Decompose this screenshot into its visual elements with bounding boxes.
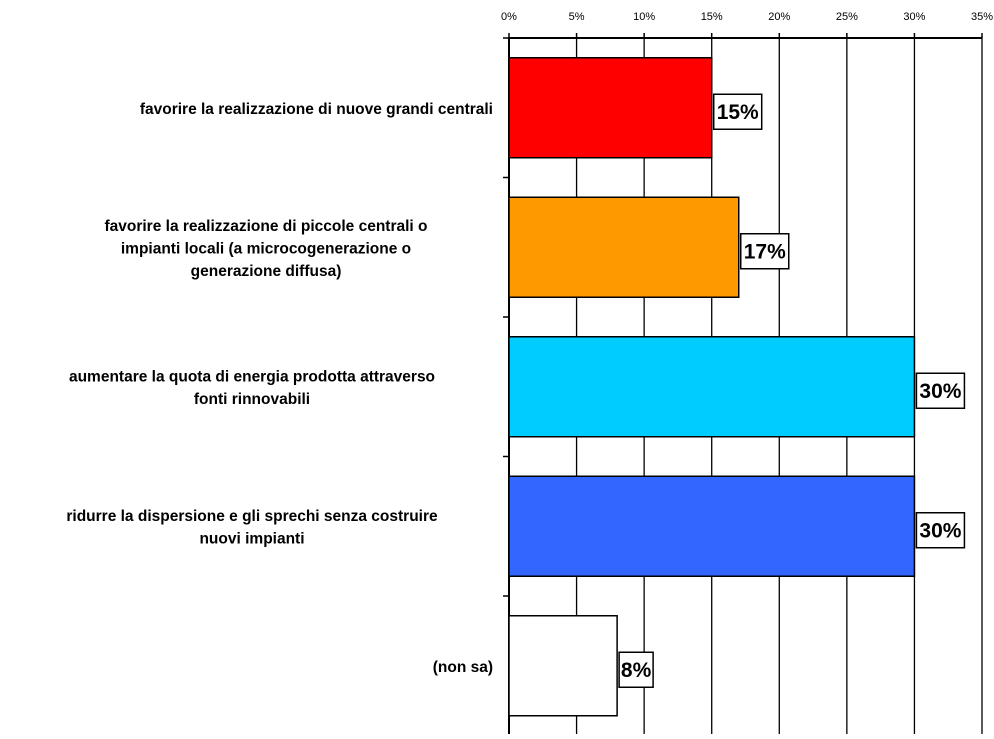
category-label: aumentare la quota di energia prodotta a… (69, 369, 435, 386)
bar (508, 615, 618, 717)
category-label: generazione diffusa) (191, 263, 342, 280)
bar (508, 336, 916, 438)
x-tick-label: 30% (903, 11, 925, 23)
category-label: favorire la realizzazione di piccole cen… (104, 218, 427, 235)
data-label-box (739, 233, 790, 270)
category-label: impianti locali (a microcogenerazione o (121, 240, 411, 257)
x-tick-label: 0% (501, 11, 517, 23)
category-label: favorire la realizzazione di nuove grand… (140, 101, 493, 118)
category-label: (non sa) (433, 659, 493, 676)
x-tick-label: 35% (971, 11, 993, 23)
x-tick-label: 15% (701, 11, 723, 23)
data-label: 15% (717, 101, 759, 124)
category-label: nuovi impianti (199, 531, 304, 548)
data-label-box (915, 512, 966, 549)
data-label-box (618, 651, 654, 688)
data-label-box (712, 93, 763, 130)
bar (508, 196, 740, 298)
category-label: fonti rinnovabili (194, 391, 310, 408)
data-label: 17% (744, 240, 786, 263)
data-label-box (915, 372, 966, 409)
data-label: 30% (919, 380, 961, 403)
bar (508, 475, 916, 577)
bar (508, 57, 713, 159)
data-label: 8% (621, 659, 652, 682)
category-label: ridurre la dispersione e gli sprechi sen… (66, 508, 438, 525)
x-tick-label: 10% (633, 11, 655, 23)
x-tick-label: 25% (836, 11, 858, 23)
x-tick-label: 5% (569, 11, 585, 23)
x-tick-label: 20% (768, 11, 790, 23)
data-label: 30% (919, 519, 961, 542)
